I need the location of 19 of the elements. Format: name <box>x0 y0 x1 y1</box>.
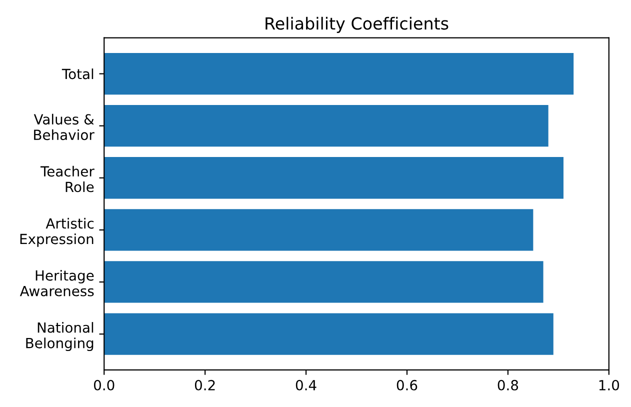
y-tick-label: National Belonging <box>26 322 94 352</box>
x-tick-label: 0.6 <box>396 380 418 390</box>
bar <box>104 105 548 147</box>
bar <box>104 157 564 199</box>
y-tick-label: Heritage Awareness <box>20 270 94 296</box>
x-tick-label: 0.2 <box>194 380 215 390</box>
y-tick-label: Teacher Role <box>40 166 94 192</box>
x-tick-label: 0.4 <box>296 380 316 390</box>
bar <box>104 52 574 95</box>
bar <box>104 261 544 303</box>
bar <box>104 209 534 251</box>
bar <box>104 313 554 355</box>
y-tick-label: Artistic Expression <box>20 218 94 247</box>
x-tick-label: 0.8 <box>498 380 518 390</box>
x-tick-label: 0.0 <box>94 380 114 390</box>
y-tick-label: Values & Behavior <box>34 114 94 140</box>
x-tick-label: 1.0 <box>599 380 620 390</box>
chart-title: Reliability Coefficients <box>266 16 448 33</box>
y-tick-label: Total <box>62 68 94 80</box>
